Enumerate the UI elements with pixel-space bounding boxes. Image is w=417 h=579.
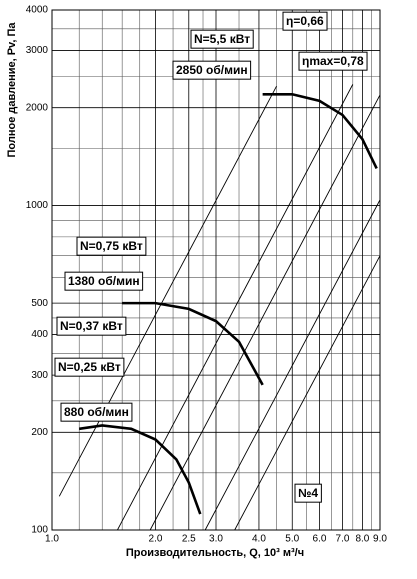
x-tick-label: 3.0 bbox=[209, 534, 223, 545]
plot-frame bbox=[51, 9, 381, 531]
y-tick-label: 200 bbox=[31, 427, 48, 438]
system-line bbox=[58, 85, 277, 497]
annotation-box bbox=[56, 316, 127, 336]
system-line bbox=[117, 84, 354, 531]
annotation: N=0,75 кВт bbox=[80, 239, 143, 253]
annotation: η=0,66 bbox=[286, 14, 324, 28]
y-tick-label: 2000 bbox=[26, 102, 49, 113]
x-tick-label: 7.0 bbox=[336, 534, 350, 545]
y-tick-label: 100 bbox=[31, 525, 48, 536]
legend-label: 2850 об/мин bbox=[176, 63, 248, 77]
annotation-box bbox=[54, 357, 125, 377]
annotation: ηmax=0,78 bbox=[302, 54, 364, 68]
system-line bbox=[234, 255, 381, 531]
legend-label-box bbox=[60, 402, 133, 422]
y-tick-label: 500 bbox=[31, 298, 48, 309]
legend-label-box bbox=[64, 271, 144, 291]
annotation-box bbox=[294, 483, 322, 503]
legend-label: 880 об/мин bbox=[64, 405, 129, 419]
annotation-box bbox=[190, 29, 254, 49]
y-tick-label: 1000 bbox=[26, 200, 49, 211]
x-tick-label: 9.0 bbox=[373, 534, 387, 545]
legend-label-box bbox=[172, 60, 252, 80]
x-tick-label: 4.0 bbox=[252, 534, 266, 545]
annotation-box bbox=[76, 236, 147, 256]
y-tick-label: 400 bbox=[31, 329, 48, 340]
x-tick-label: 2.5 bbox=[182, 534, 196, 545]
y-tick-label: 3000 bbox=[26, 45, 49, 56]
x-axis-title: Производительность, Q, 10³ м³/ч bbox=[126, 547, 304, 559]
annotation: N=5,5 кВт bbox=[194, 32, 250, 46]
fan-curve bbox=[79, 424, 202, 515]
annotation: №4 bbox=[298, 486, 318, 500]
x-tick-label: 5.0 bbox=[285, 534, 299, 545]
system-line bbox=[204, 199, 381, 531]
legend-label: 1380 об/мин bbox=[68, 274, 140, 288]
x-tick-label: 2.0 bbox=[149, 534, 163, 545]
annotation-box bbox=[282, 11, 328, 31]
y-axis-title: Полное давление, Pv, Па bbox=[6, 22, 18, 158]
x-tick-label: 6.0 bbox=[313, 534, 327, 545]
x-tick-label: 1.0 bbox=[45, 534, 59, 545]
system-line bbox=[149, 94, 381, 531]
y-tick-label: 300 bbox=[31, 370, 48, 381]
fan-curve bbox=[262, 92, 378, 170]
annotation-box bbox=[298, 51, 368, 71]
fan-curve bbox=[122, 301, 264, 386]
annotation: N=0,37 кВт bbox=[60, 319, 123, 333]
y-tick-label: 4000 bbox=[26, 5, 49, 16]
annotation: N=0,25 кВт bbox=[58, 360, 121, 374]
x-tick-label: 8.0 bbox=[355, 534, 369, 545]
